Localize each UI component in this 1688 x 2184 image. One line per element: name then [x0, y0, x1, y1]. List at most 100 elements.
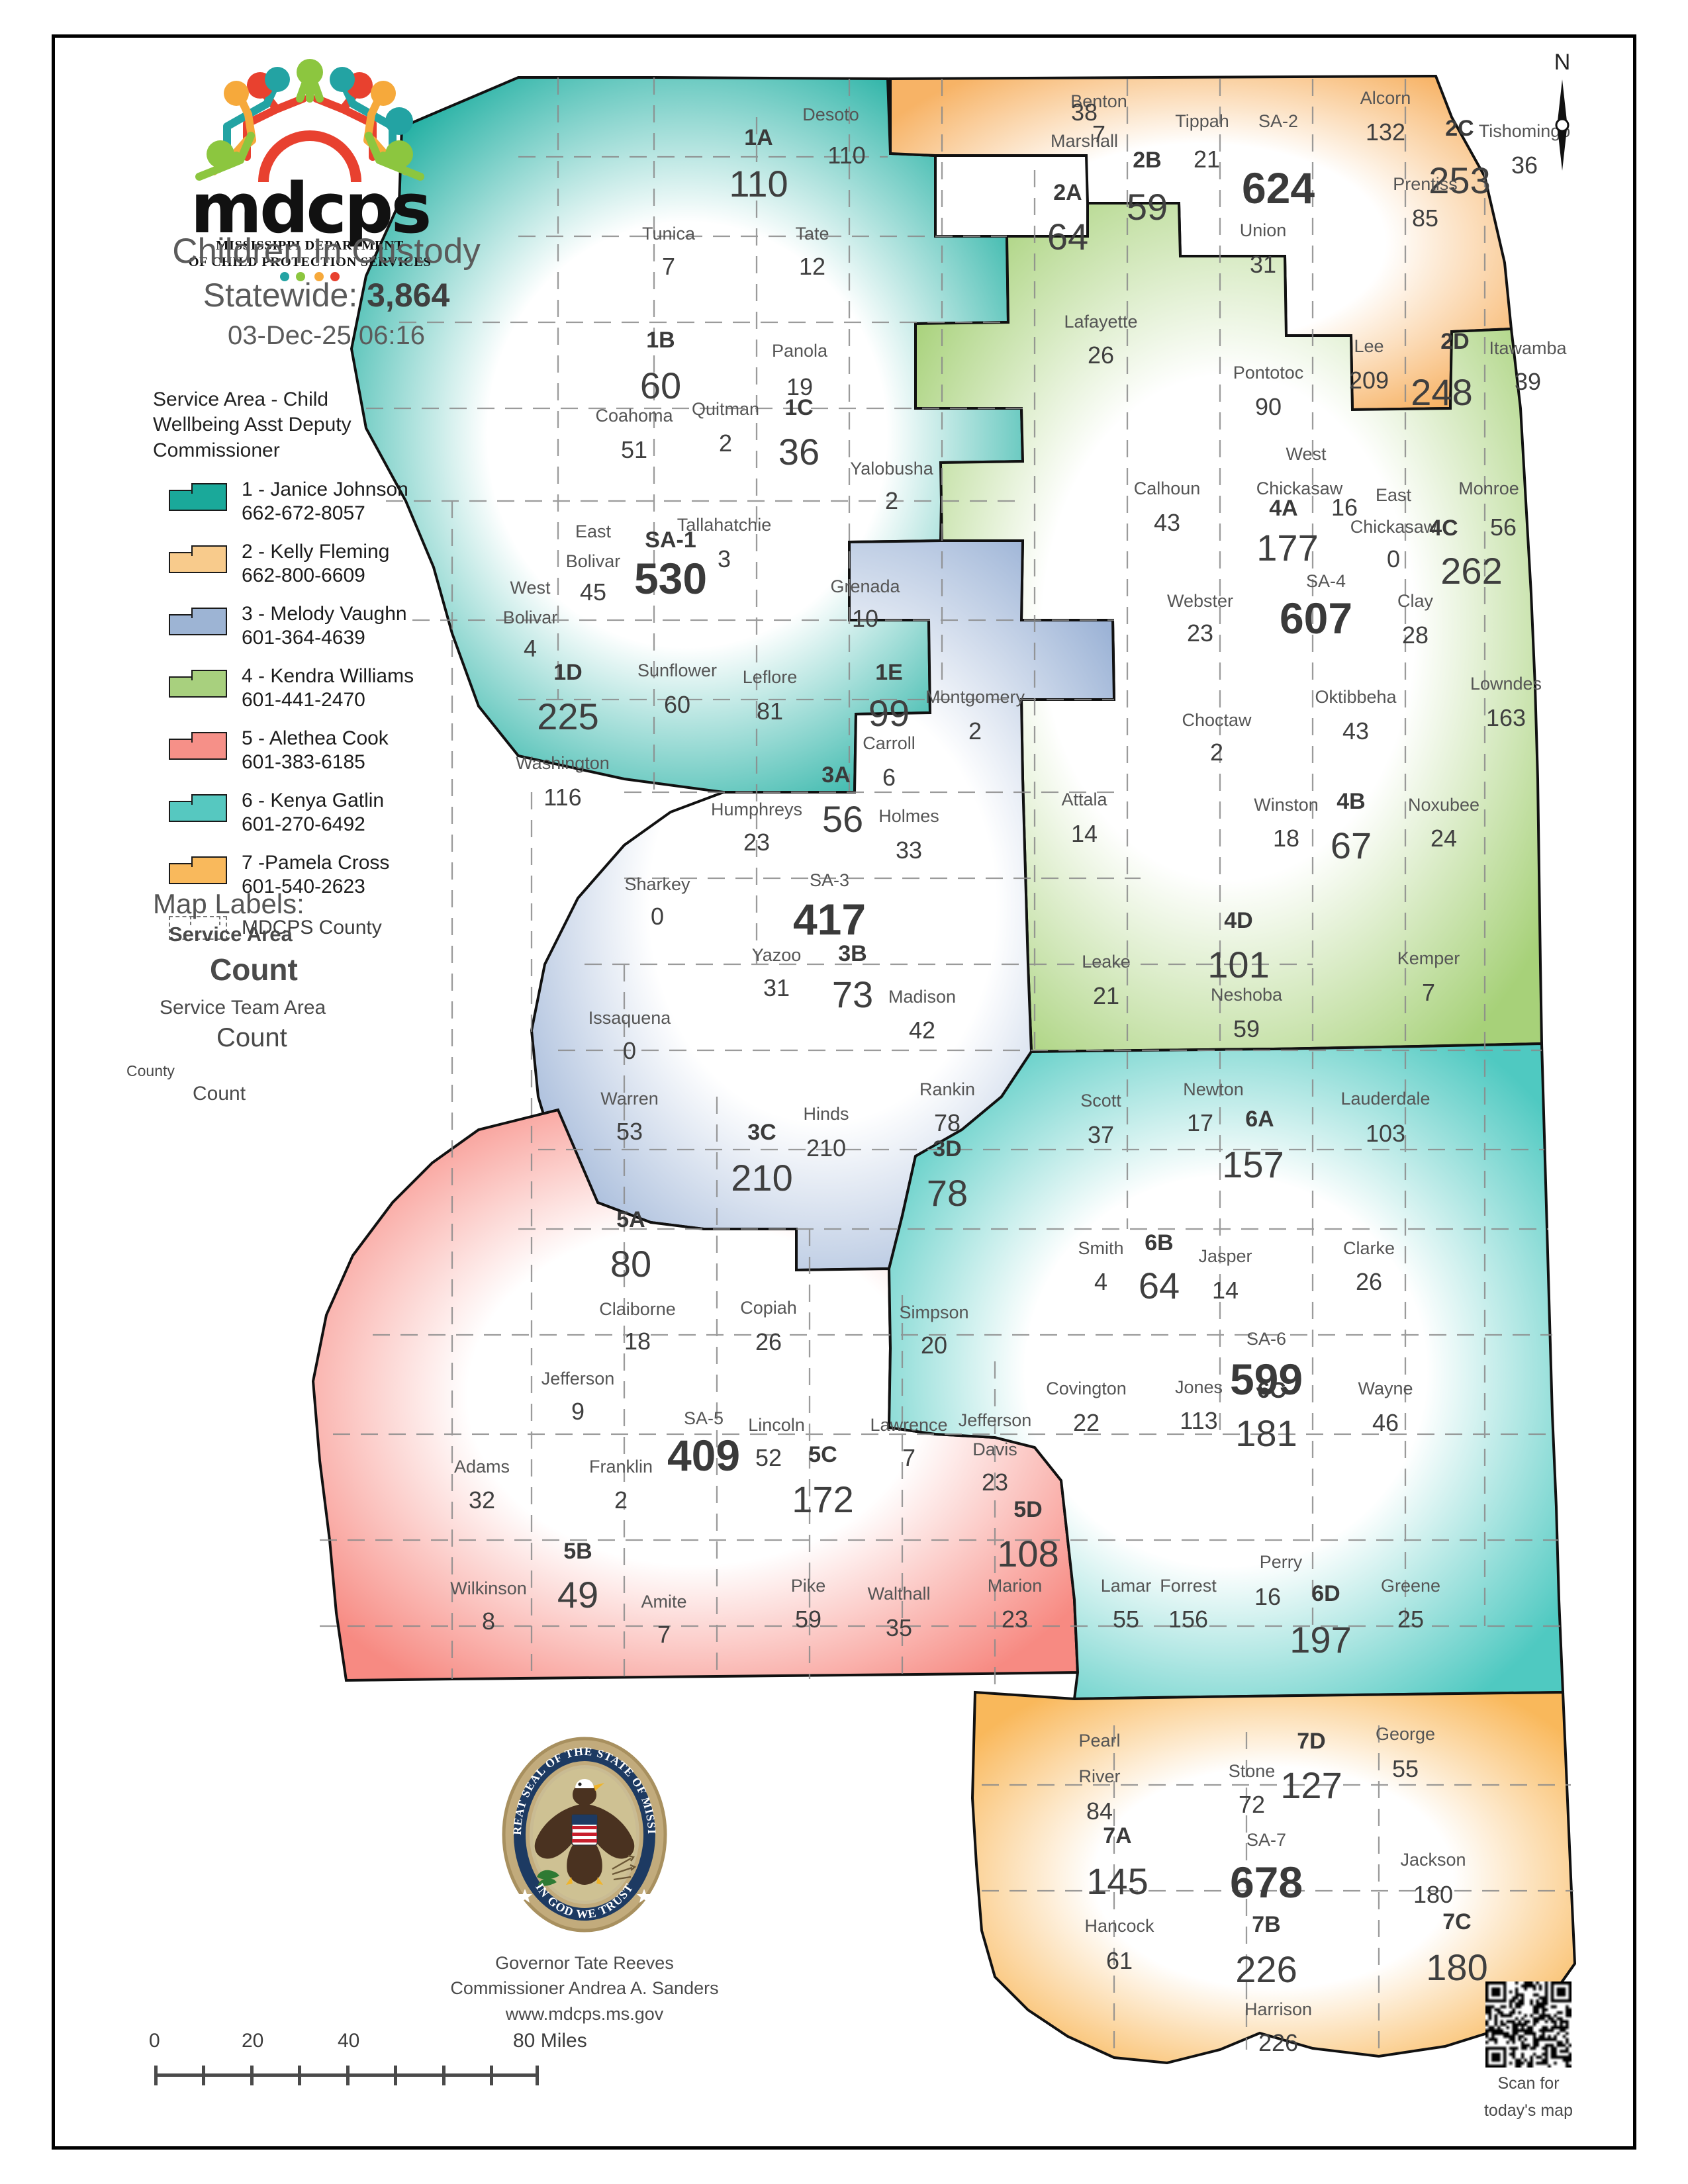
svg-text:85: 85: [1412, 205, 1438, 232]
svg-text:5D: 5D: [1013, 1497, 1042, 1522]
svg-text:64: 64: [1139, 1265, 1180, 1306]
svg-text:Chickasaw: Chickasaw: [1350, 517, 1437, 537]
svg-text:530: 530: [634, 554, 707, 603]
svg-text:60: 60: [640, 365, 681, 406]
svg-text:163: 163: [1486, 704, 1526, 731]
svg-text:172: 172: [792, 1479, 853, 1520]
svg-text:8: 8: [482, 1608, 495, 1635]
svg-text:197: 197: [1289, 1619, 1351, 1661]
svg-text:Lawrence: Lawrence: [870, 1415, 947, 1435]
svg-text:33: 33: [896, 837, 922, 864]
svg-text:Davis: Davis: [972, 1439, 1017, 1459]
svg-text:Choctaw: Choctaw: [1182, 710, 1252, 730]
svg-text:5C: 5C: [808, 1442, 837, 1467]
svg-text:Coahoma: Coahoma: [595, 406, 673, 426]
svg-text:Tallahatchie: Tallahatchie: [677, 515, 772, 535]
svg-text:Desoto: Desoto: [802, 105, 859, 124]
service-area-5-shape[interactable]: [311, 1108, 1080, 1682]
svg-text:SA-6: SA-6: [1246, 1329, 1286, 1349]
legend-swatch-7-icon: [169, 855, 227, 885]
svg-text:Marshall: Marshall: [1051, 131, 1118, 151]
svg-text:32: 32: [469, 1486, 495, 1514]
svg-text:East: East: [575, 522, 612, 541]
svg-text:Webster: Webster: [1167, 591, 1233, 611]
svg-text:Tate: Tate: [795, 224, 829, 244]
svg-text:7B: 7B: [1252, 1912, 1280, 1937]
legend-item-3[interactable]: 3 - Melody Vaughn 601-364-4639: [153, 602, 524, 650]
legend-item-6[interactable]: 6 - Kenya Gatlin 601-270-6492: [153, 789, 524, 837]
svg-text:16: 16: [1331, 494, 1358, 521]
svg-text:Humphreys: Humphreys: [711, 799, 802, 819]
svg-text:37: 37: [1088, 1121, 1114, 1148]
svg-text:6D: 6D: [1311, 1581, 1340, 1606]
legend-item-5[interactable]: 5 - Alethea Cook 601-383-6185: [153, 727, 524, 774]
svg-text:Attala: Attala: [1061, 790, 1107, 809]
scale-tick-40: 40: [338, 2030, 360, 2052]
timestamp: 03-Dec-25 06:16: [228, 321, 425, 350]
legend-item-2[interactable]: 2 - Kelly Fleming 662-800-6609: [153, 540, 524, 588]
svg-text:0: 0: [1387, 545, 1400, 572]
scale-tick-20: 20: [242, 2030, 264, 2052]
legend-name-3: 3 - Melody Vaughn: [242, 603, 407, 625]
svg-text:53: 53: [616, 1118, 643, 1145]
svg-text:55: 55: [1392, 1755, 1419, 1782]
svg-text:38: 38: [1071, 99, 1098, 126]
svg-text:132: 132: [1366, 118, 1405, 146]
qr-block[interactable]: Scan for today's map: [1462, 1981, 1595, 2121]
svg-text:Lafayette: Lafayette: [1064, 312, 1137, 332]
svg-text:73: 73: [832, 974, 873, 1015]
svg-text:1C: 1C: [784, 395, 813, 420]
svg-text:55: 55: [1113, 1606, 1139, 1633]
svg-text:4: 4: [524, 635, 537, 662]
svg-text:1D: 1D: [553, 660, 582, 685]
svg-text:Perry: Perry: [1260, 1552, 1303, 1572]
legend-item-1[interactable]: 1 - Janice Johnson 662-672-8057: [153, 478, 524, 525]
svg-text:Noxubee: Noxubee: [1408, 795, 1479, 815]
svg-text:5A: 5A: [616, 1207, 645, 1232]
svg-text:Neshoba: Neshoba: [1211, 985, 1283, 1005]
statewide-label: Statewide:: [203, 277, 367, 314]
svg-text:Leake: Leake: [1082, 952, 1131, 972]
svg-text:157: 157: [1222, 1144, 1284, 1185]
svg-text:Smith: Smith: [1078, 1238, 1123, 1258]
svg-text:51: 51: [621, 436, 647, 463]
legend-item-county[interactable]: MDCPS County: [153, 916, 524, 940]
mississippi-map[interactable]: Desoto 110 1A 110 Tunica 7 Tate 12 1B 60…: [55, 38, 1640, 2153]
svg-text:23: 23: [743, 829, 770, 856]
svg-text:156: 156: [1168, 1606, 1208, 1633]
svg-text:6B: 6B: [1145, 1230, 1173, 1255]
svg-text:Washington: Washington: [516, 753, 610, 773]
legend-item-4[interactable]: 4 - Kendra Williams 601-441-2470: [153, 664, 524, 712]
svg-text:113: 113: [1180, 1407, 1217, 1434]
svg-text:21: 21: [1194, 146, 1220, 173]
svg-text:20: 20: [921, 1332, 947, 1359]
legend-item-7[interactable]: 7 -Pamela Cross 601-540-2623: [153, 851, 524, 899]
svg-text:2C: 2C: [1445, 116, 1474, 141]
svg-text:49: 49: [557, 1574, 598, 1615]
svg-text:225: 225: [537, 696, 598, 737]
svg-text:248: 248: [1411, 371, 1472, 413]
svg-text:417: 417: [793, 895, 866, 944]
svg-text:23: 23: [1002, 1606, 1028, 1633]
svg-text:26: 26: [1088, 341, 1114, 369]
qr-code-icon[interactable]: [1485, 1981, 1571, 2068]
svg-text:Sunflower: Sunflower: [637, 660, 717, 680]
svg-text:Jones: Jones: [1175, 1377, 1223, 1397]
svg-text:Sharkey: Sharkey: [624, 874, 690, 894]
svg-text:SA-1: SA-1: [645, 527, 696, 553]
svg-text:9: 9: [571, 1398, 585, 1425]
legend-name-1: 1 - Janice Johnson: [242, 478, 408, 501]
svg-text:110: 110: [729, 163, 788, 205]
svg-text:7D: 7D: [1297, 1729, 1325, 1754]
mdcps-logo-icon: [195, 59, 424, 183]
svg-text:28: 28: [1402, 621, 1429, 649]
svg-text:Montgomery: Montgomery: [925, 687, 1025, 707]
svg-text:Hinds: Hinds: [803, 1104, 849, 1124]
svg-text:Harrison: Harrison: [1244, 1999, 1312, 2019]
svg-text:0: 0: [651, 903, 664, 930]
svg-text:Scott: Scott: [1080, 1091, 1121, 1111]
svg-text:23: 23: [982, 1469, 1008, 1496]
svg-text:61: 61: [1106, 1947, 1133, 1974]
svg-text:Yazoo: Yazoo: [752, 945, 802, 965]
